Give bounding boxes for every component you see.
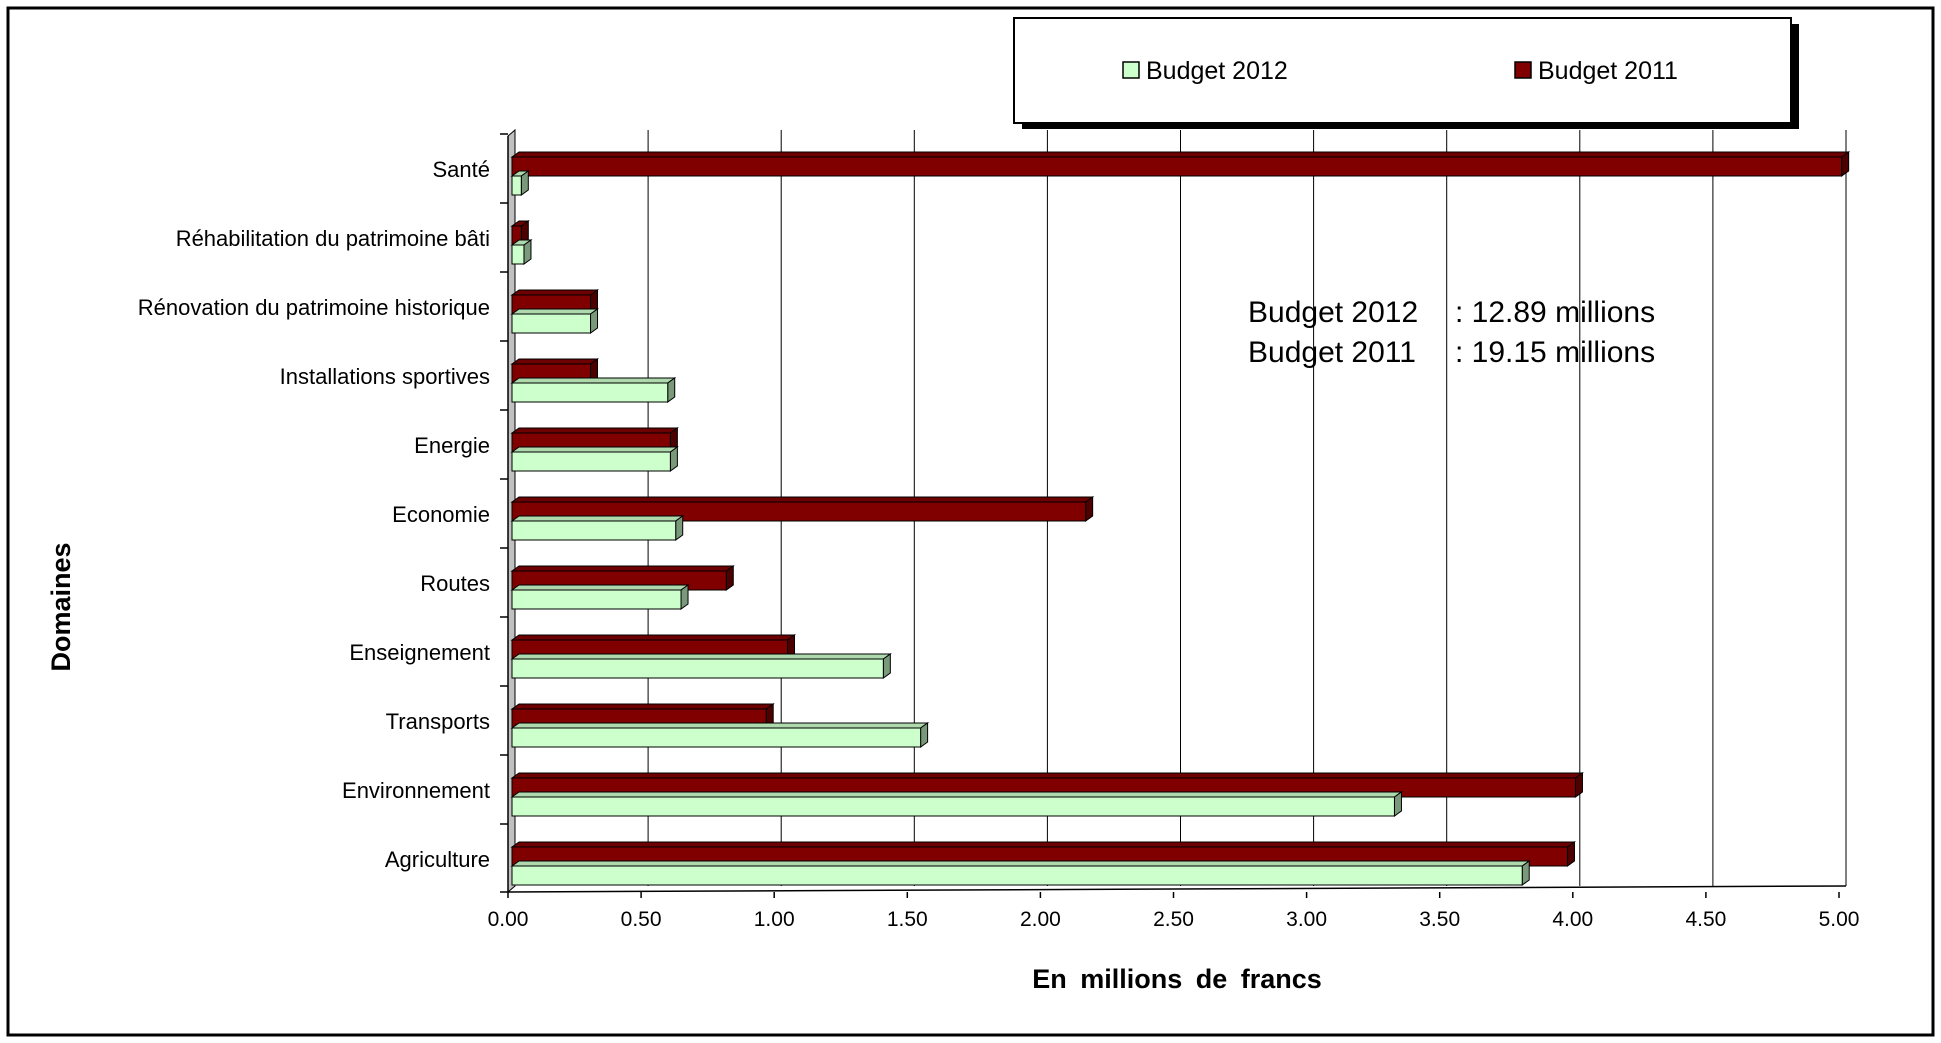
y-category-label: Transports xyxy=(386,709,490,734)
x-tick-label: 4.00 xyxy=(1552,908,1593,931)
axis-layer: 0.00 0.50 1.00 1.50 2.00 2.50 3.00 3.50 4.00 4.50… xyxy=(138,133,1860,931)
bar-2012 xyxy=(510,170,530,196)
bar-2012 xyxy=(510,308,600,334)
y-category-label: Rénovation du patrimoine historique xyxy=(138,295,490,320)
bar-2011-top xyxy=(510,151,1851,158)
legend-label-2012: Budget 2012 xyxy=(1146,57,1288,85)
bar-2012-front xyxy=(511,865,1523,886)
legend-label-2011: Budget 2011 xyxy=(1538,57,1678,85)
x-tick-label: 0.50 xyxy=(621,908,662,931)
y-axis-title: Domaines xyxy=(46,542,76,671)
bar-2011-top xyxy=(510,496,1095,503)
bar-2012 xyxy=(510,515,685,541)
budget-totals-annotation: Budget 2012 : 12.89 millions Budget 2011… xyxy=(1248,296,1655,369)
bar-2012-top xyxy=(510,377,677,384)
x-tick-label: 1.50 xyxy=(887,908,928,931)
x-tick-label: 4.50 xyxy=(1685,908,1726,931)
bar-2012-top xyxy=(510,722,930,729)
bar-2012-front xyxy=(511,520,677,541)
annotation-2011-value: : 19.15 millions xyxy=(1455,336,1655,369)
bar-2011-top xyxy=(510,565,735,572)
bar-2012 xyxy=(510,377,677,403)
legend-swatch-2012 xyxy=(1122,61,1140,79)
y-category-label: Réhabilitation du patrimoine bâti xyxy=(176,226,490,251)
y-category-label: Enseignement xyxy=(349,640,490,665)
x-tick-label: 2.00 xyxy=(1020,908,1061,931)
bar-2012-front xyxy=(511,658,884,679)
bar-2012-front xyxy=(511,589,682,610)
x-tick-label: 5.00 xyxy=(1819,908,1860,931)
x-tick-label: 3.50 xyxy=(1419,908,1460,931)
bar-2012-top xyxy=(510,653,892,660)
y-category-label: Santé xyxy=(433,157,491,182)
bar-2012-top xyxy=(510,860,1531,867)
y-category-label: Economie xyxy=(392,502,490,527)
annotation-2012-value: : 12.89 millions xyxy=(1455,296,1655,329)
x-tick-label: 2.50 xyxy=(1153,908,1194,931)
bar-2012-top xyxy=(510,308,600,315)
y-category-label: Energie xyxy=(414,433,490,458)
annotation-2012-label: Budget 2012 xyxy=(1248,296,1418,329)
bar-2012-front xyxy=(511,313,592,334)
bar-2011-top xyxy=(510,634,797,641)
bar-2011 xyxy=(510,151,1851,177)
bars-layer xyxy=(510,151,1851,886)
bar-2012 xyxy=(510,722,930,748)
bar-2012-front xyxy=(511,382,669,403)
bar-2012 xyxy=(510,584,690,610)
grid-layer xyxy=(647,130,1847,886)
bar-2012 xyxy=(510,239,533,265)
x-axis-title: En millions de francs xyxy=(1032,964,1322,994)
x-tick-label: 1.00 xyxy=(754,908,795,931)
bar-2012 xyxy=(510,860,1531,886)
bar-2012-top xyxy=(510,515,685,522)
bar-2012 xyxy=(510,653,892,679)
legend: Budget 2012 Budget 2011 xyxy=(1013,17,1799,129)
bar-2011-top xyxy=(510,772,1585,779)
bar-2012-front xyxy=(511,796,1395,817)
bar-2012-top xyxy=(510,446,679,453)
annotation-2011-label: Budget 2011 xyxy=(1248,336,1416,369)
bar-2012 xyxy=(510,446,679,472)
bar-2012-front xyxy=(511,451,671,472)
bar-2012-front xyxy=(511,175,522,196)
bar-2011-top xyxy=(510,703,775,710)
y-category-label: Installations sportives xyxy=(280,364,490,389)
bar-2011-top xyxy=(510,289,600,296)
legend-box xyxy=(1013,17,1792,124)
bar-2011-front xyxy=(511,156,1843,177)
bar-2011-top xyxy=(510,427,679,434)
legend-swatch-2011 xyxy=(1514,61,1532,79)
bar-2012 xyxy=(510,791,1404,817)
x-tick-label: 0.00 xyxy=(488,908,529,931)
y-category-label: Routes xyxy=(420,571,490,596)
bar-2011-top xyxy=(510,358,600,365)
bar-2012-top xyxy=(510,584,690,591)
x-axis-line xyxy=(507,885,1847,893)
bar-2012-top xyxy=(510,791,1404,798)
bar-2012-front xyxy=(511,244,525,265)
y-category-label: Environnement xyxy=(342,778,490,803)
y-category-label: Agriculture xyxy=(385,847,490,872)
x-tick-label: 3.00 xyxy=(1286,908,1327,931)
bar-2011-top xyxy=(510,841,1577,848)
bar-2012-front xyxy=(511,727,922,748)
